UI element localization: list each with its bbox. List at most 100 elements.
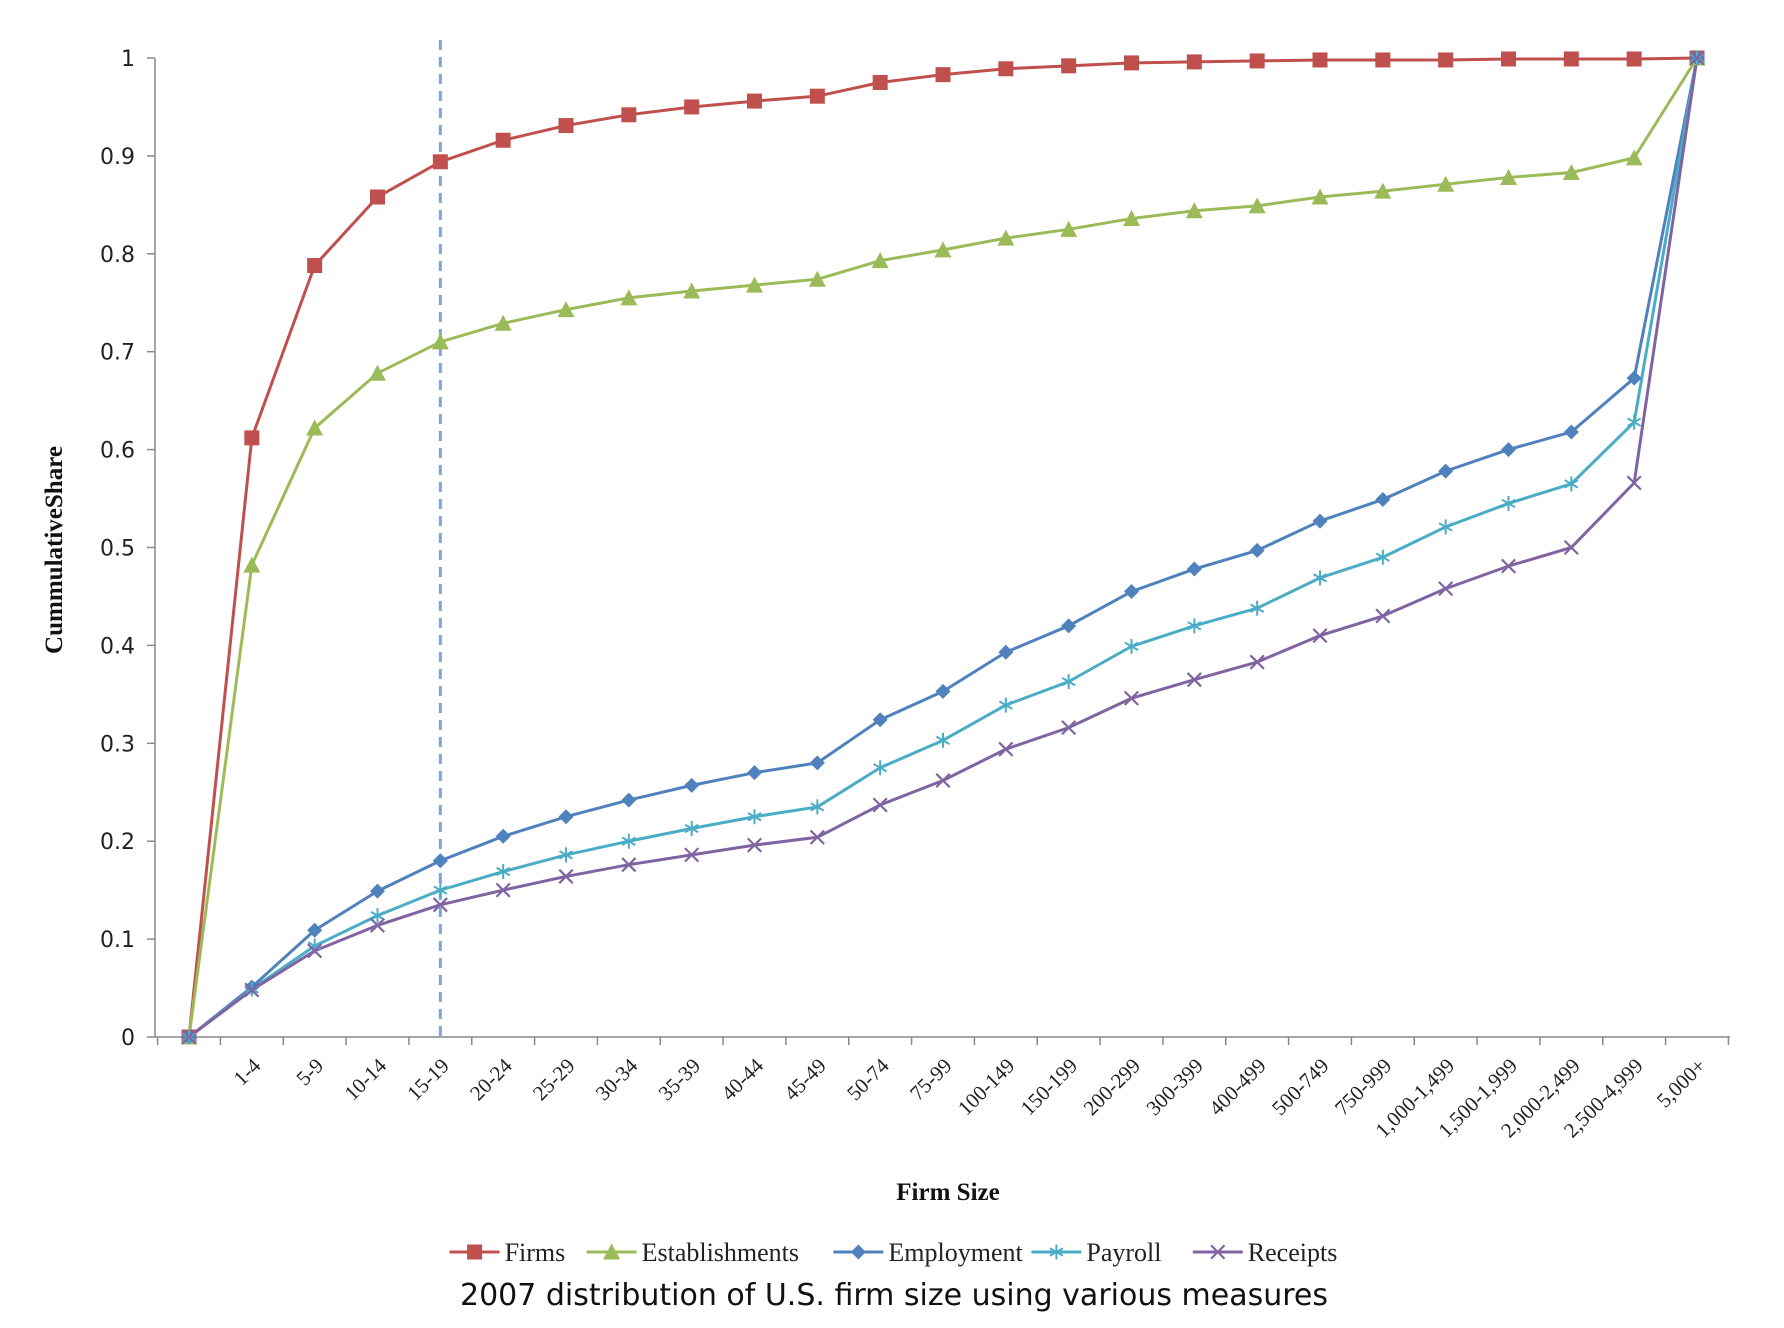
x-tick-label: 200-299 [1079, 1054, 1145, 1120]
point-receipts [1061, 720, 1077, 736]
legend-item-receipts: Receipts [1192, 1238, 1337, 1267]
point-payroll [1187, 618, 1202, 634]
point-receipts [1563, 539, 1579, 556]
legend-label-establishments: Establishments [642, 1238, 799, 1267]
x-tick-label: 20-24 [465, 1053, 517, 1105]
point-employment [935, 683, 951, 699]
point-firms [307, 258, 323, 274]
point-establishments [306, 419, 324, 436]
legend-label-payroll: Payroll [1086, 1238, 1161, 1267]
point-payroll [1627, 414, 1642, 430]
series-line-establishments [187, 57, 1699, 1038]
point-receipts [621, 857, 637, 873]
x-tick-label: 25-29 [528, 1054, 580, 1106]
point-employment [1249, 542, 1265, 558]
point-payroll [496, 864, 511, 880]
point-employment [1375, 492, 1391, 508]
legend-marker-employment [850, 1244, 866, 1260]
point-establishments [934, 241, 952, 258]
point-payroll [873, 760, 888, 776]
y-tick-label: 0.3 [100, 732, 135, 757]
point-establishments [494, 314, 512, 331]
point-firms [747, 93, 762, 109]
point-receipts [1249, 654, 1265, 670]
point-receipts [307, 943, 323, 959]
point-receipts [181, 1029, 197, 1045]
y-tick-label: 0.8 [100, 243, 135, 268]
point-establishments [1248, 197, 1266, 214]
x-tick-label: 10-14 [339, 1053, 391, 1105]
x-tick-label: 100-149 [953, 1054, 1019, 1120]
point-establishments [1185, 202, 1203, 219]
point-payroll [1124, 638, 1139, 654]
point-establishments [808, 270, 826, 287]
point-payroll [1501, 495, 1516, 511]
point-payroll [1375, 549, 1390, 565]
figure-caption: 2007 distribution of U.S. firm size usin… [460, 1278, 1328, 1313]
point-establishments [557, 301, 575, 318]
point-employment [370, 883, 385, 899]
point-receipts [872, 797, 888, 813]
point-employment [684, 777, 700, 793]
point-payroll [998, 697, 1013, 713]
point-employment [307, 922, 323, 938]
point-firms [1186, 54, 1202, 70]
x-axis-label: Firm Size [896, 1179, 999, 1206]
point-firms [809, 88, 825, 104]
point-establishments [997, 229, 1015, 246]
point-payroll [1061, 674, 1076, 690]
point-receipts [746, 837, 763, 853]
point-establishments [431, 333, 449, 350]
point-establishments [1374, 182, 1392, 199]
point-payroll [370, 908, 385, 924]
series-line-employment [188, 57, 1699, 1039]
point-receipts [1375, 608, 1391, 624]
point-payroll [1438, 519, 1453, 535]
series-line-payroll [188, 57, 1699, 1039]
y-tick-label: 0.9 [100, 145, 135, 170]
point-firms [935, 67, 951, 83]
point-payroll [558, 847, 574, 863]
y-tick-label: 0.6 [100, 439, 135, 464]
x-tick-label: 300-399 [1141, 1054, 1207, 1120]
point-employment [432, 853, 448, 869]
point-establishments [1060, 220, 1078, 237]
point-employment [809, 755, 825, 771]
point-firms [998, 61, 1014, 77]
point-payroll [1312, 570, 1328, 586]
point-receipts [1186, 672, 1202, 688]
point-firms [684, 99, 700, 115]
legend-marker-establishments [603, 1243, 621, 1260]
point-receipts [1500, 558, 1517, 574]
x-tick-label: 30-34 [591, 1053, 643, 1105]
legend-label-firms: Firms [505, 1238, 566, 1267]
point-receipts [369, 917, 386, 933]
x-tick-label: 5-9 [291, 1054, 328, 1091]
point-establishments [243, 556, 261, 573]
point-receipts [495, 882, 511, 898]
legend-marker-receipts [1210, 1244, 1226, 1260]
legend-item-firms: Firms [449, 1238, 566, 1267]
point-payroll [747, 809, 762, 825]
x-tick-label: 500-749 [1267, 1054, 1333, 1120]
point-firms [244, 430, 260, 446]
y-tick-label: 0.2 [100, 830, 135, 855]
legend-item-payroll: Payroll [1031, 1238, 1162, 1267]
point-payroll [684, 820, 699, 836]
point-establishments [746, 276, 763, 293]
point-payroll [810, 799, 825, 815]
legend-item-establishments: Establishments [586, 1238, 799, 1267]
point-firms [1124, 55, 1139, 71]
point-receipts [558, 868, 574, 884]
point-receipts [998, 741, 1014, 757]
point-firms [1438, 52, 1454, 68]
point-employment [1124, 584, 1139, 600]
legend-marker-payroll [1049, 1244, 1064, 1260]
point-receipts [244, 982, 260, 998]
legend-label-employment: Employment [888, 1238, 1023, 1267]
point-employment [1186, 561, 1202, 577]
point-employment [1312, 513, 1328, 529]
y-tick-label: 0 [121, 1026, 135, 1051]
point-employment [1501, 442, 1516, 458]
